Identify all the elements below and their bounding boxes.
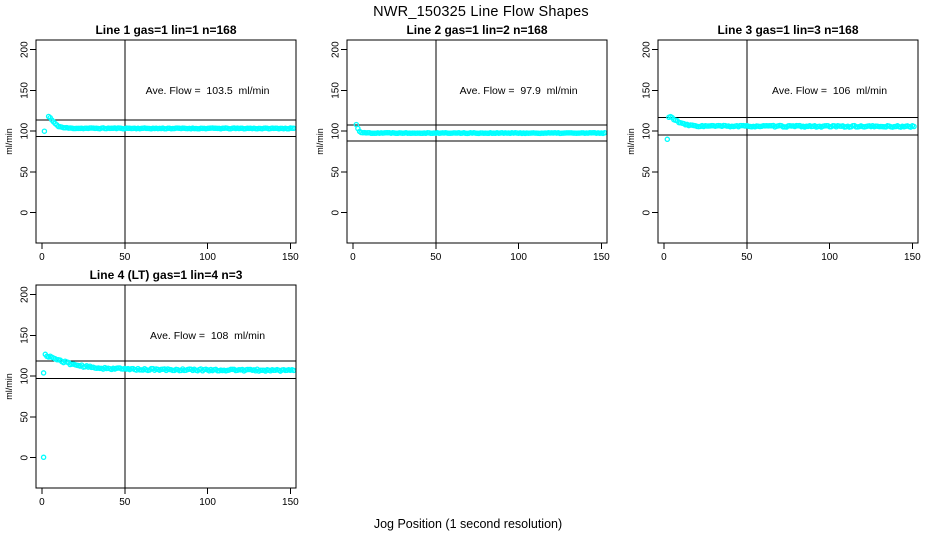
y-tick-label: 0 — [20, 209, 31, 215]
y-tick-label: 100 — [20, 367, 31, 384]
ave-flow-annotation: Ave. Flow = 97.9 ml/min — [460, 85, 578, 97]
x-tick-label: 100 — [821, 252, 838, 263]
panel-title: Line 1 gas=1 lin=1 n=168 — [95, 23, 236, 37]
y-tick-label: 200 — [642, 41, 653, 58]
y-tick-label: 50 — [20, 411, 31, 423]
y-tick-label: 50 — [642, 166, 653, 178]
y-axis-unit-label: ml/min — [4, 373, 14, 400]
y-tick-label: 200 — [331, 41, 342, 58]
plot-box — [346, 39, 608, 244]
panel-line-4: Line 4 (LT) gas=1 lin=4 n=3 0 50 100 150 0 50 1… — [4, 268, 299, 508]
y-axis-unit-label: ml/min — [4, 128, 14, 155]
outlier-point — [40, 370, 47, 376]
x-tick-label: 0 — [661, 252, 667, 263]
y-tick-label: 50 — [331, 166, 342, 178]
x-tick-label: 0 — [350, 252, 356, 263]
data-points — [664, 113, 917, 143]
y-tick-label: 200 — [20, 41, 31, 58]
panel-line-2: Line 2 gas=1 lin=2 n=168 0 50 100 150 0 50 100 1… — [315, 23, 610, 263]
y-tick-label: 100 — [20, 122, 31, 139]
y-tick-label: 100 — [331, 122, 342, 139]
y-tick-label: 50 — [20, 166, 31, 178]
x-tick-label: 0 — [39, 497, 45, 508]
x-tick-label: 150 — [593, 252, 610, 263]
y-tick-label: 150 — [20, 82, 31, 99]
x-tick-label: 100 — [199, 497, 216, 508]
y-tick-label: 150 — [642, 82, 653, 99]
panel-title: Line 3 gas=1 lin=3 n=168 — [717, 23, 858, 37]
x-tick-label: 50 — [430, 252, 442, 263]
figure-title: NWR_150325 Line Flow Shapes — [373, 4, 589, 20]
plot-box — [35, 284, 297, 489]
y-tick-label: 0 — [20, 454, 31, 460]
ave-flow-annotation: Ave. Flow = 106 ml/min — [772, 85, 887, 97]
y-axis-unit-label: ml/min — [626, 128, 636, 155]
data-points — [41, 113, 297, 134]
data-points — [353, 121, 608, 137]
x-tick-label: 150 — [282, 252, 299, 263]
y-tick-label: 150 — [20, 327, 31, 344]
panel-title: Line 2 gas=1 lin=2 n=168 — [406, 23, 547, 37]
data-points — [40, 351, 297, 461]
panel-grid: Line 1 gas=1 lin=1 n=168 0 50 100 150 0 50 100 1… — [4, 23, 921, 508]
panel-line-1: Line 1 gas=1 lin=1 n=168 0 50 100 150 0 50 100 1… — [4, 23, 299, 263]
panel-line-3: Line 3 gas=1 lin=3 n=168 0 50 100 150 0 50 100 1… — [626, 23, 921, 263]
x-tick-label: 150 — [904, 252, 921, 263]
plot-box — [657, 39, 919, 244]
y-tick-label: 150 — [331, 82, 342, 99]
outlier-point — [40, 454, 47, 461]
x-tick-label: 150 — [282, 497, 299, 508]
ave-flow-annotation: Ave. Flow = 108 ml/min — [150, 330, 265, 342]
y-tick-label: 200 — [20, 286, 31, 303]
x-tick-label: 50 — [741, 252, 753, 263]
x-tick-label: 100 — [199, 252, 216, 263]
y-axis-unit-label: ml/min — [315, 128, 325, 155]
y-tick-label: 0 — [331, 209, 342, 215]
y-tick-label: 100 — [642, 122, 653, 139]
y-tick-label: 0 — [642, 209, 653, 215]
x-tick-label: 50 — [119, 497, 131, 508]
x-axis-label: Jog Position (1 second resolution) — [374, 517, 562, 531]
x-tick-label: 50 — [119, 252, 131, 263]
x-tick-label: 0 — [39, 252, 45, 263]
plot-box — [35, 39, 297, 244]
panel-title: Line 4 (LT) gas=1 lin=4 n=3 — [90, 268, 243, 282]
x-tick-label: 100 — [510, 252, 527, 263]
ave-flow-annotation: Ave. Flow = 103.5 ml/min — [146, 85, 270, 97]
outlier-point — [664, 136, 671, 143]
outlier-point — [41, 128, 48, 134]
